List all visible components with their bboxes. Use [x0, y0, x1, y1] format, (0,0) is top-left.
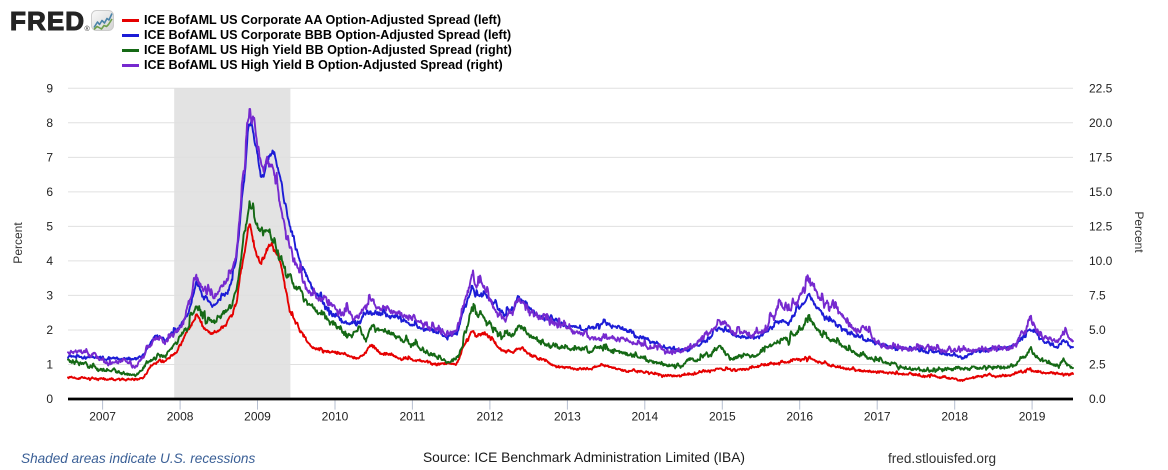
- svg-text:2: 2: [46, 323, 53, 337]
- svg-text:7.5: 7.5: [1089, 289, 1106, 303]
- svg-text:2018: 2018: [941, 409, 968, 423]
- svg-text:3: 3: [46, 289, 53, 303]
- svg-text:9: 9: [46, 81, 53, 95]
- svg-text:4: 4: [46, 254, 53, 268]
- svg-text:2013: 2013: [554, 409, 581, 423]
- svg-text:17.5: 17.5: [1089, 151, 1113, 165]
- svg-text:2.5: 2.5: [1089, 358, 1106, 372]
- svg-text:Percent: Percent: [11, 222, 25, 264]
- svg-text:7: 7: [46, 151, 53, 165]
- svg-text:2014: 2014: [631, 409, 658, 423]
- svg-text:2011: 2011: [399, 409, 425, 423]
- svg-text:2007: 2007: [89, 409, 116, 423]
- svg-text:2012: 2012: [477, 409, 504, 423]
- svg-text:6: 6: [46, 185, 53, 199]
- svg-text:8: 8: [46, 116, 53, 130]
- svg-text:Percent: Percent: [1132, 211, 1146, 253]
- svg-text:15.0: 15.0: [1089, 185, 1113, 199]
- svg-text:22.5: 22.5: [1089, 81, 1113, 95]
- svg-text:2016: 2016: [786, 409, 813, 423]
- svg-text:0: 0: [46, 392, 53, 406]
- svg-text:2017: 2017: [864, 409, 891, 423]
- svg-text:1: 1: [46, 358, 53, 372]
- svg-text:20.0: 20.0: [1089, 116, 1113, 130]
- svg-text:2010: 2010: [322, 409, 349, 423]
- svg-text:10.0: 10.0: [1089, 254, 1113, 268]
- svg-text:5.0: 5.0: [1089, 323, 1106, 337]
- svg-text:5: 5: [46, 220, 53, 234]
- svg-text:12.5: 12.5: [1089, 220, 1113, 234]
- svg-text:0.0: 0.0: [1089, 392, 1106, 406]
- svg-text:2008: 2008: [167, 409, 194, 423]
- svg-text:2009: 2009: [244, 409, 271, 423]
- svg-text:2019: 2019: [1019, 409, 1046, 423]
- svg-text:2015: 2015: [709, 409, 736, 423]
